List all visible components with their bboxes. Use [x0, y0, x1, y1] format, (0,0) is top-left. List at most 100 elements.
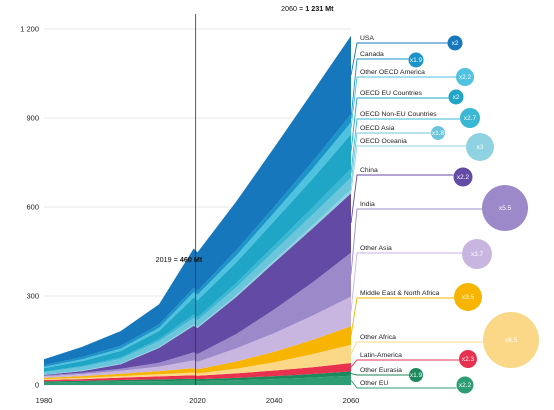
marker-2019-annotation: 2019 = 460 Mt [156, 255, 203, 264]
multiplier-label: x2 [453, 94, 460, 101]
legend-label: China [360, 167, 378, 174]
legend-entry: Other Eurasia x1.9 [350, 367, 423, 382]
legend-connector [350, 42, 448, 76]
series-area [44, 371, 351, 383]
legend-connector [350, 252, 462, 312]
multiplier-bubble [454, 283, 482, 311]
legend-label: OECD Oceania [360, 138, 407, 145]
legend-label: Other Asia [360, 245, 392, 252]
legend-entry: OECD EU Countries x2 [350, 89, 464, 152]
legend-connector [350, 359, 459, 368]
legend-connector [350, 58, 409, 119]
multiplier-bubble [431, 126, 445, 140]
series-legend: Other EU x2.2 Other Eurasia x1.9 Latin-Ameri… [350, 35, 539, 394]
legend-connector [350, 373, 409, 376]
multiplier-label: x1.9 [410, 372, 423, 379]
legend-connector [350, 97, 449, 152]
legend-label: USA [360, 35, 374, 42]
multiplier-label: x2.2 [457, 174, 470, 181]
legend-entry: Other OECD America x2.2 [350, 68, 474, 129]
legend-label: OECD Non-EU Countries [360, 111, 437, 118]
legend-connector [350, 297, 454, 336]
marker-2019-year: 2019 [156, 255, 172, 264]
multiplier-bubble [483, 312, 539, 368]
legend-label: India [360, 201, 375, 208]
marker-2060-value: 1 231 Mt [305, 4, 334, 13]
legend-entry: Other EU x2.2 [350, 376, 474, 394]
legend-entry: Middle East & North Africa x3.5 [350, 283, 482, 336]
multiplier-bubble [448, 89, 464, 105]
marker-2019-value: 460 Mt [180, 255, 203, 264]
legend-entry: OECD Non-EU Countries x2.7 [350, 108, 480, 174]
marker-2060-annotation: 2060 = 1 231 Mt [281, 4, 334, 13]
multiplier-label: x6.5 [505, 337, 518, 344]
series-areas [44, 35, 351, 385]
legend-connector [350, 341, 483, 355]
legend-connector [350, 208, 482, 275]
legend-entry: Latin-America x2.3 [350, 350, 477, 368]
legend-label: OECD Asia [360, 125, 395, 132]
multiplier-bubble [482, 185, 528, 231]
series-area [44, 296, 351, 378]
multiplier-label: x2.2 [459, 382, 472, 389]
y-tick-label: 1 200 [20, 25, 39, 34]
multiplier-bubble [456, 68, 474, 86]
legend-label: Other OECD America [360, 69, 425, 76]
y-tick-label: 0 [35, 381, 39, 390]
legend-entry: Other Africa x6.5 [350, 312, 539, 368]
x-tick-label: 1980 [36, 396, 53, 405]
multiplier-label: x2 [452, 40, 459, 47]
legend-label: OECD EU Countries [360, 90, 423, 97]
x-axis-ticks: 1980 2020 2040 2060 [36, 396, 360, 405]
legend-entry: India x5.5 [350, 185, 528, 275]
y-tick-label: 600 [26, 203, 39, 212]
multiplier-bubble [460, 108, 480, 128]
series-area [44, 252, 351, 377]
y-tick-label: 900 [26, 114, 39, 123]
y-axis-ticks: 0 300 600 900 1 200 [20, 25, 39, 390]
multiplier-label: x3.5 [462, 294, 475, 301]
legend-entry: USA x2 [350, 35, 463, 76]
legend-entry: China x2.2 [350, 167, 473, 224]
multiplier-label: x1.9 [410, 57, 423, 64]
legend-label: Middle East & North Africa [360, 290, 440, 297]
legend-label: Latin-America [360, 352, 402, 359]
legend-connector [350, 380, 457, 389]
multiplier-label: x3 [477, 144, 484, 151]
series-area [44, 326, 351, 380]
legend-connector [350, 118, 460, 174]
series-area [44, 375, 351, 385]
series-area [44, 344, 351, 380]
series-area [44, 193, 351, 376]
multiplier-bubble [453, 167, 473, 187]
multiplier-bubble [456, 376, 474, 394]
multiplier-bubble [447, 35, 463, 51]
legend-label: Canada [360, 51, 384, 58]
y-tick-label: 300 [26, 292, 39, 301]
multiplier-label: x1.8 [432, 130, 445, 137]
legend-label: Other Eurasia [360, 367, 402, 374]
multiplier-label: x3.7 [471, 251, 484, 258]
legend-entry: Other Asia x3.7 [350, 239, 492, 312]
multiplier-bubble [408, 52, 424, 68]
legend-connector [350, 132, 431, 184]
multiplier-bubble [409, 368, 423, 382]
multiplier-bubble [459, 350, 477, 368]
multiplier-label: x2.2 [459, 74, 472, 81]
multiplier-bubble [462, 239, 492, 269]
legend-label: Other EU [360, 380, 388, 387]
legend-entry: Canada x1.9 [350, 51, 424, 119]
multiplier-label: x2.3 [462, 356, 475, 363]
marker-2060-year: 2060 [281, 4, 297, 13]
legend-connector [350, 76, 456, 129]
x-tick-label: 2020 [189, 396, 206, 405]
x-tick-label: 2040 [266, 396, 283, 405]
legend-label: Other Africa [360, 334, 396, 341]
legend-connector [350, 145, 466, 192]
multiplier-bubble [466, 133, 494, 161]
legend-entry: OECD Asia x1.8 [350, 125, 445, 184]
legend-connector [350, 174, 454, 224]
series-area [44, 363, 351, 382]
x-tick-label: 2060 [343, 396, 360, 405]
